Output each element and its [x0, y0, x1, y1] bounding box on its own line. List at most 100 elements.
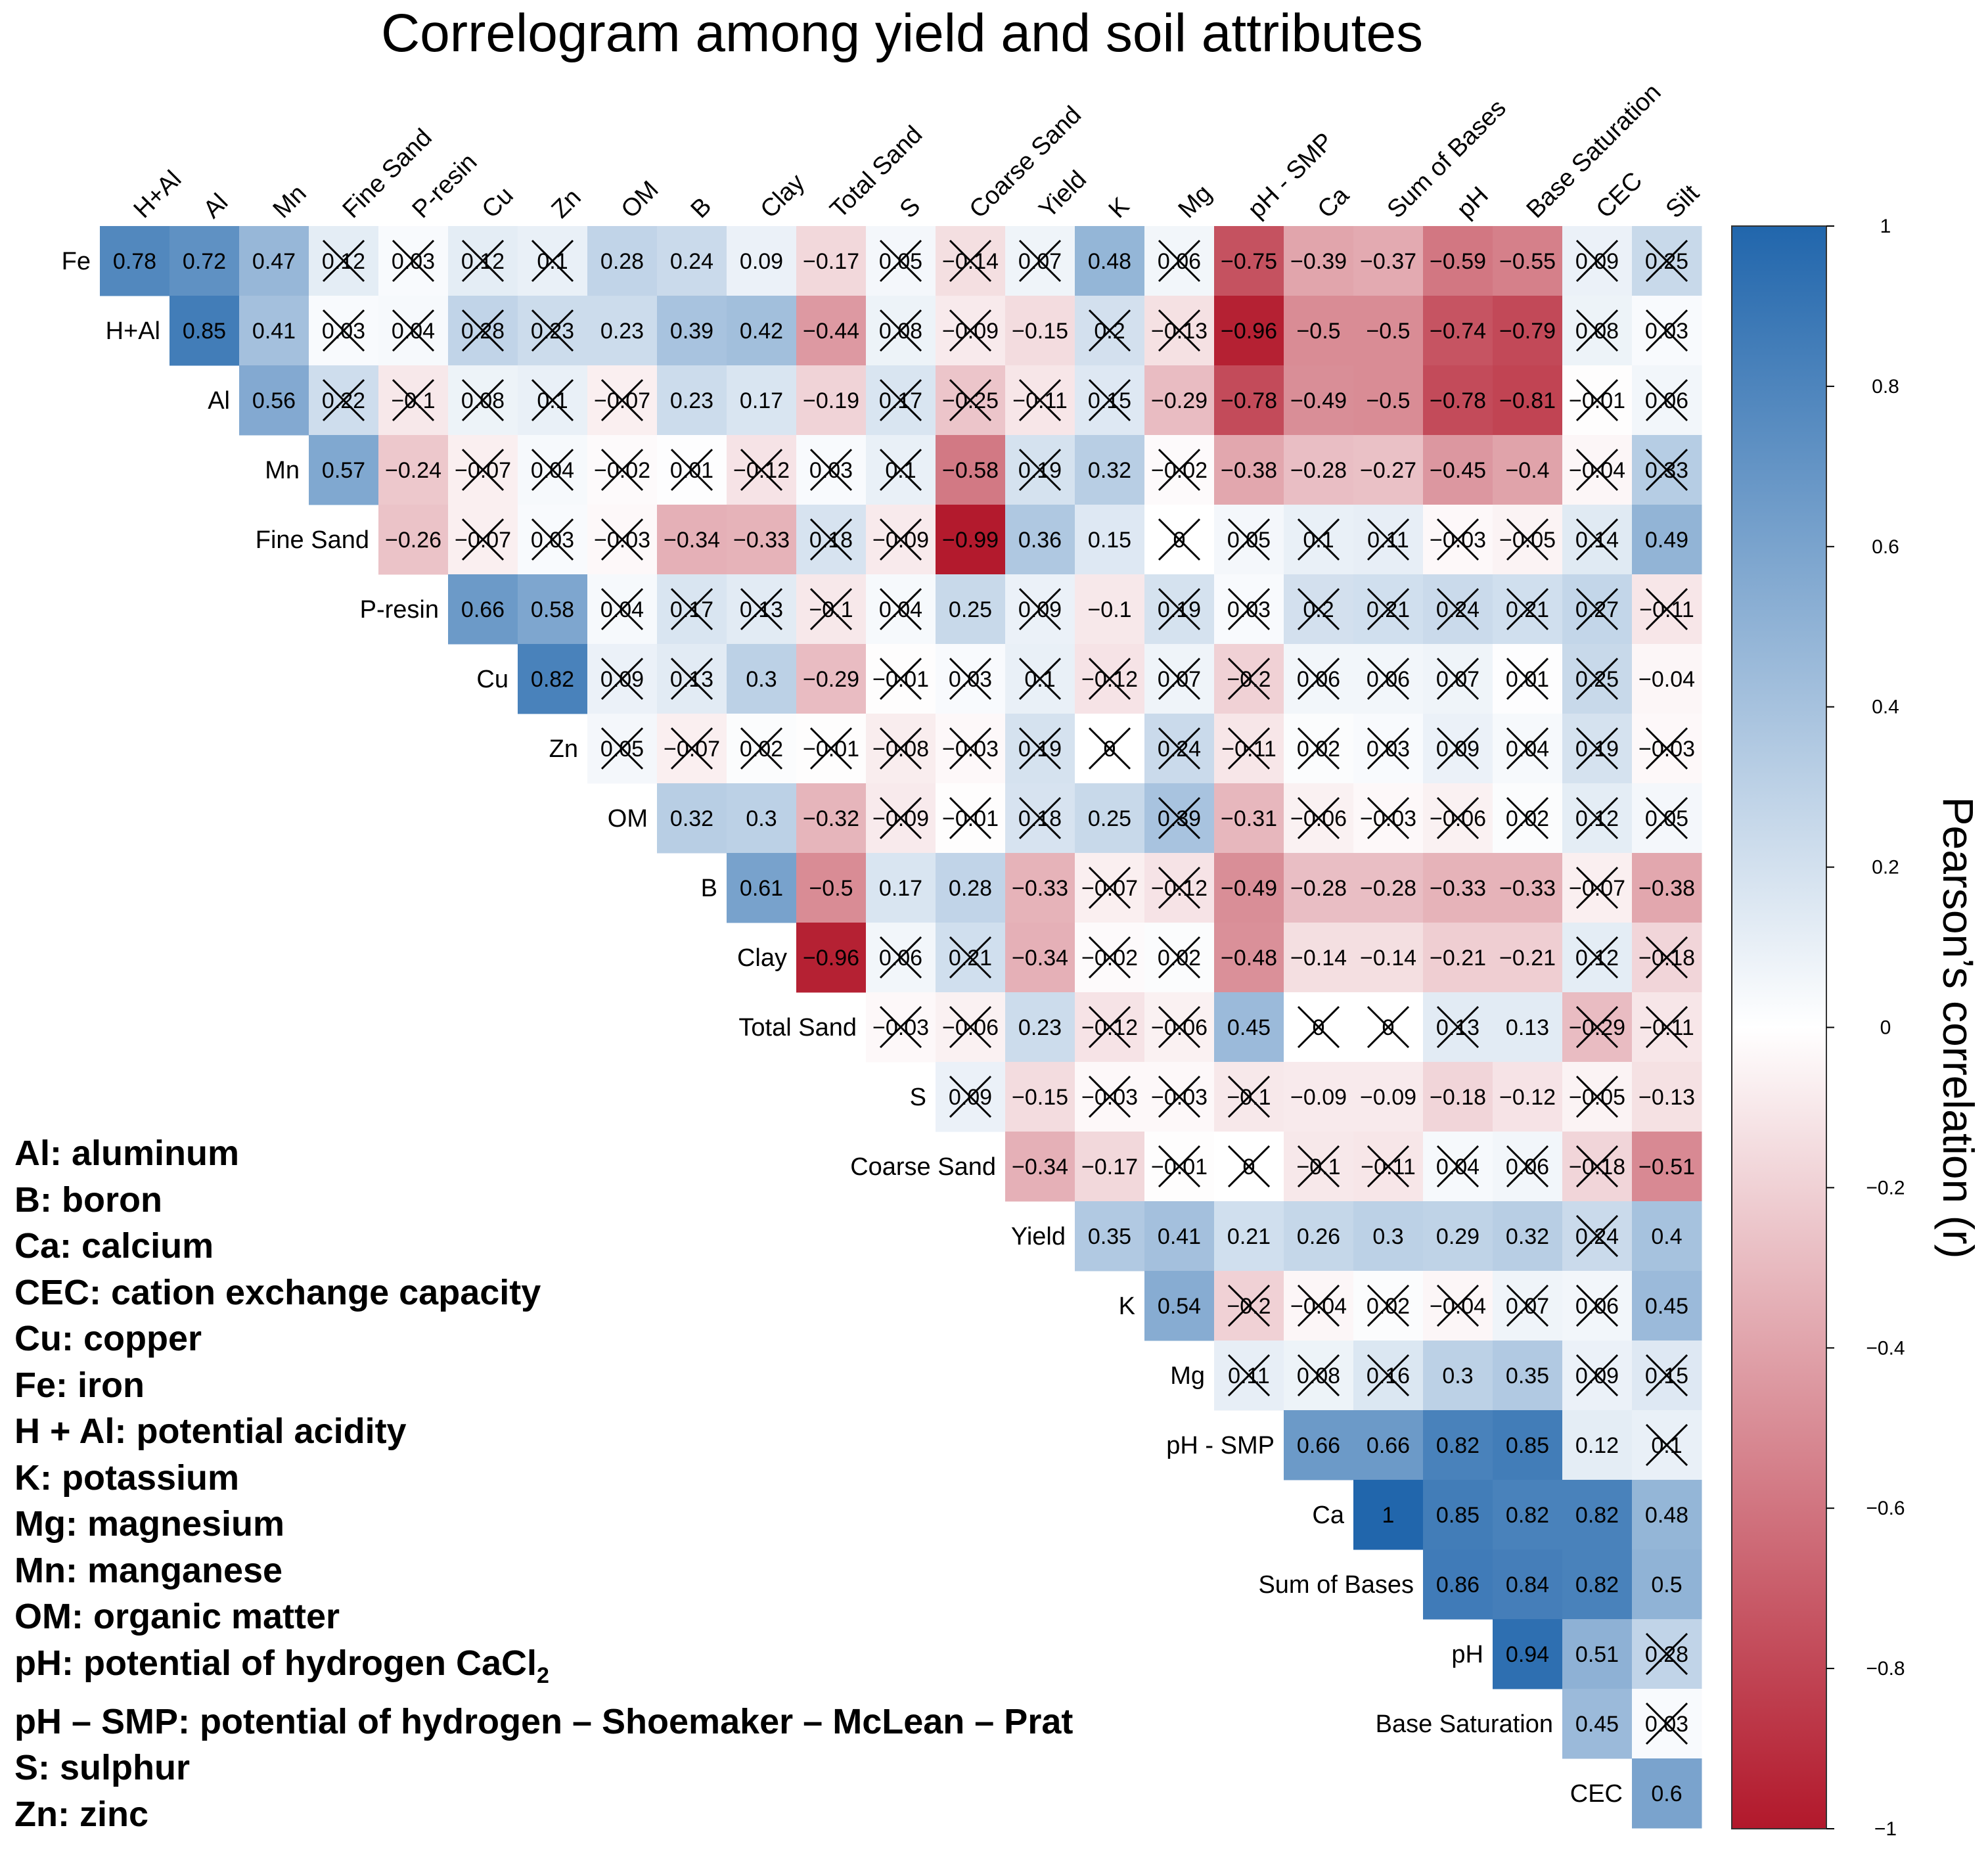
cell-value: 0.66: [1367, 1433, 1410, 1458]
heatmap-cell: [1075, 783, 1145, 854]
heatmap-cell: [1423, 435, 1493, 505]
nonsignificant-cross: [740, 448, 783, 492]
row-label: Al: [208, 387, 230, 415]
nonsignificant-cross: [1227, 1354, 1271, 1397]
nonsignificant-cross: [1436, 727, 1480, 770]
colorbar-tick-label: −0.4: [1866, 1337, 1905, 1359]
heatmap-cell: [727, 783, 797, 854]
heatmap-cell: [1144, 365, 1215, 436]
nonsignificant-cross: [1158, 1145, 1201, 1188]
row-label: pH - SMP: [1166, 1432, 1275, 1459]
cell-value: 0.58: [531, 597, 574, 622]
heatmap-cell: [796, 296, 867, 366]
heatmap-cell: [1005, 992, 1075, 1063]
nonsignificant-cross: [600, 727, 644, 770]
heatmap-cell: [1423, 1480, 1493, 1550]
cell-value: 0.85: [1436, 1503, 1480, 1528]
nonsignificant-cross: [461, 518, 505, 561]
cell-value: 0.32: [670, 806, 713, 831]
cell-value: −0.75: [1221, 249, 1277, 274]
nonsignificant-cross: [1018, 587, 1062, 631]
heatmap-cell: [239, 365, 309, 436]
cell-value: −0.33: [1430, 876, 1486, 901]
heatmap-cell: [727, 505, 797, 575]
cell-value: −0.33: [733, 528, 790, 553]
heatmap-cell: [1353, 853, 1424, 923]
cell-value: 0.82: [531, 667, 574, 692]
nonsignificant-cross: [531, 378, 574, 422]
abbreviation-item: S: sulphur: [14, 1745, 1073, 1791]
column-label: pH: [1452, 181, 1494, 223]
heatmap-cell: [1144, 1201, 1215, 1272]
column-label: Ca: [1313, 181, 1355, 224]
cell-value: −0.5: [1296, 319, 1340, 344]
cell-value: −0.51: [1638, 1155, 1695, 1180]
cell-value: 0.72: [183, 249, 226, 274]
nonsignificant-cross: [531, 448, 574, 492]
nonsignificant-cross: [1645, 1354, 1688, 1397]
nonsignificant-cross: [1575, 309, 1619, 352]
nonsignificant-cross: [1158, 587, 1201, 631]
nonsignificant-cross: [1018, 727, 1062, 770]
cell-value: −0.5: [1366, 319, 1410, 344]
heatmap-cell: [1493, 1410, 1563, 1480]
colorbar-tick-label: −1: [1874, 1818, 1897, 1840]
heatmap-cell: [169, 226, 240, 296]
heatmap-cell: [1075, 226, 1145, 296]
abbreviation-text: OM: organic matter: [14, 1597, 340, 1636]
abbreviation-text: Al: aluminum: [14, 1134, 240, 1173]
heatmap-cell: [1214, 923, 1284, 993]
abbreviation-text: Cu: copper: [14, 1319, 202, 1358]
heatmap-cell: [1423, 1201, 1493, 1272]
nonsignificant-cross: [1575, 1075, 1619, 1118]
heatmap-cell: [1353, 923, 1424, 993]
nonsignificant-cross: [1088, 727, 1131, 770]
cell-value: 0.28: [949, 876, 992, 901]
row-label: CEC: [1570, 1780, 1623, 1808]
nonsignificant-cross: [1506, 1145, 1549, 1188]
abbreviation-item: H + Al: potential acidity: [14, 1408, 1073, 1455]
cell-value: 0.57: [322, 458, 365, 483]
cell-value: −0.15: [1012, 319, 1068, 344]
nonsignificant-cross: [1227, 1284, 1271, 1327]
nonsignificant-cross: [1367, 1284, 1410, 1327]
row-label: Fe: [62, 248, 91, 275]
heatmap-cell: [1075, 1132, 1145, 1202]
row-label: Total Sand: [738, 1014, 857, 1042]
abbreviation-text: Fe: iron: [14, 1365, 145, 1405]
cell-value: −0.29: [803, 667, 859, 692]
cell-value: −0.14: [1360, 946, 1416, 971]
heatmap-cell: [727, 226, 797, 296]
cell-value: −0.27: [1360, 458, 1416, 483]
abbreviation-item: pH: potential of hydrogen CaCl2: [14, 1640, 1073, 1699]
column-label: Sum of Bases: [1382, 94, 1512, 223]
heatmap-cell: [1005, 1062, 1075, 1132]
heatmap-cell: [1214, 226, 1284, 296]
cell-value: 0.41: [252, 319, 296, 344]
nonsignificant-cross: [1088, 866, 1131, 909]
column-label: Yield: [1034, 166, 1092, 223]
nonsignificant-cross: [1297, 1284, 1340, 1327]
row-label: Cu: [476, 666, 508, 693]
cell-value: 0.25: [1088, 806, 1131, 831]
cell-value: 0.23: [1018, 1015, 1062, 1040]
cell-value: −0.09: [1290, 1085, 1347, 1110]
heatmap-cell: [1005, 1132, 1075, 1202]
cell-value: 0.47: [252, 249, 296, 274]
abbreviation-subscript: 2: [536, 1662, 549, 1688]
cell-value: −0.37: [1360, 249, 1416, 274]
colorbar-tick-label: 0.8: [1872, 376, 1899, 398]
nonsignificant-cross: [1436, 796, 1480, 840]
cell-value: 0.09: [740, 249, 783, 274]
cell-value: −0.15: [1012, 1085, 1068, 1110]
nonsignificant-cross: [1367, 796, 1410, 840]
abbreviation-item: K: potassium: [14, 1455, 1073, 1502]
nonsignificant-cross: [949, 936, 992, 979]
nonsignificant-cross: [1227, 1145, 1271, 1188]
nonsignificant-cross: [1227, 518, 1271, 561]
heatmap-cell: [657, 505, 727, 575]
heatmap-cell: [169, 296, 240, 366]
cell-value: −0.39: [1290, 249, 1347, 274]
heatmap-cell: [378, 435, 449, 505]
colorbar-label: Pearson’s correlation (r): [1934, 796, 1983, 1258]
